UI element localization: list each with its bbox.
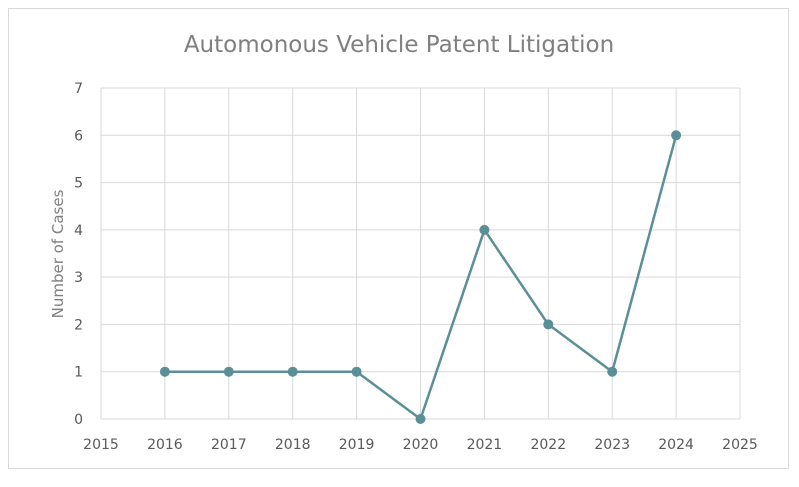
tick-labels: 0 1 2 3 4 5 6 7 2015 2016 2017 2018 2019 2020 2021 2022…	[74, 81, 758, 453]
chart-frame	[8, 8, 789, 469]
x-tick-label: 2016	[147, 437, 183, 453]
x-tick-label: 2021	[467, 437, 503, 453]
series	[159, 130, 682, 424]
data-point	[543, 319, 554, 330]
chart-title: Automonous Vehicle Patent Litigation	[184, 32, 614, 58]
x-tick-label: 2018	[275, 437, 311, 453]
y-tick-label: 7	[74, 81, 83, 97]
data-point	[287, 366, 298, 377]
data-point	[159, 366, 170, 377]
x-tick-label: 2020	[403, 437, 439, 453]
x-tick-label: 2017	[211, 437, 247, 453]
y-axis-title: Number of Cases	[49, 189, 67, 318]
x-tick-label: 2019	[339, 437, 375, 453]
y-tick-label: 3	[74, 270, 83, 286]
x-tick-label: 2015	[83, 437, 119, 453]
y-tick-label: 5	[74, 176, 83, 192]
y-tick-label: 0	[74, 412, 83, 428]
y-tick-label: 2	[74, 317, 83, 333]
data-point	[351, 366, 362, 377]
data-point	[479, 224, 490, 235]
x-tick-label: 2022	[530, 437, 566, 453]
data-point	[223, 366, 234, 377]
grid	[100, 87, 741, 420]
data-point	[607, 366, 618, 377]
y-tick-label: 4	[74, 223, 83, 239]
x-tick-label: 2025	[722, 437, 758, 453]
y-tick-label: 6	[74, 128, 83, 144]
x-tick-label: 2023	[594, 437, 630, 453]
x-tick-label: 2024	[658, 437, 694, 453]
y-tick-label: 1	[74, 365, 83, 381]
data-point	[671, 130, 682, 141]
data-point	[415, 414, 426, 424]
